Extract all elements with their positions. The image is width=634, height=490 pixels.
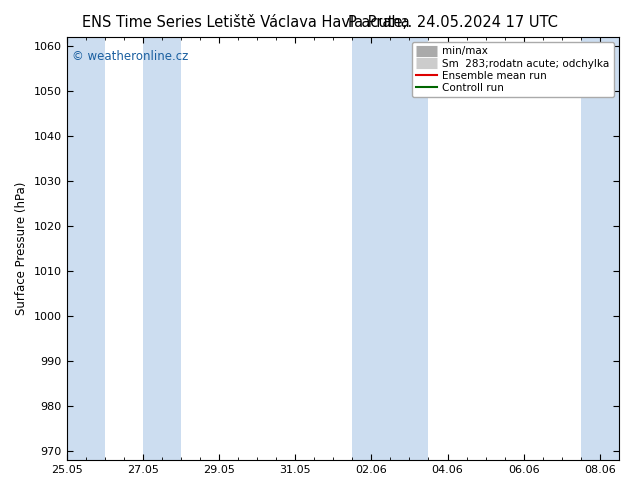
Bar <box>353 37 429 460</box>
Text: P acute;. 24.05.2024 17 UTC: P acute;. 24.05.2024 17 UTC <box>348 15 558 30</box>
Legend: min/max, Sm  283;rodatn acute; odchylka, Ensemble mean run, Controll run: min/max, Sm 283;rodatn acute; odchylka, … <box>412 42 614 97</box>
Bar <box>581 37 619 460</box>
Bar <box>67 37 105 460</box>
Y-axis label: Surface Pressure (hPa): Surface Pressure (hPa) <box>15 182 28 315</box>
Text: ENS Time Series Letiště Václava Havla Praha: ENS Time Series Letiště Václava Havla Pr… <box>82 15 410 30</box>
Text: © weatheronline.cz: © weatheronline.cz <box>72 50 188 63</box>
Bar <box>143 37 181 460</box>
